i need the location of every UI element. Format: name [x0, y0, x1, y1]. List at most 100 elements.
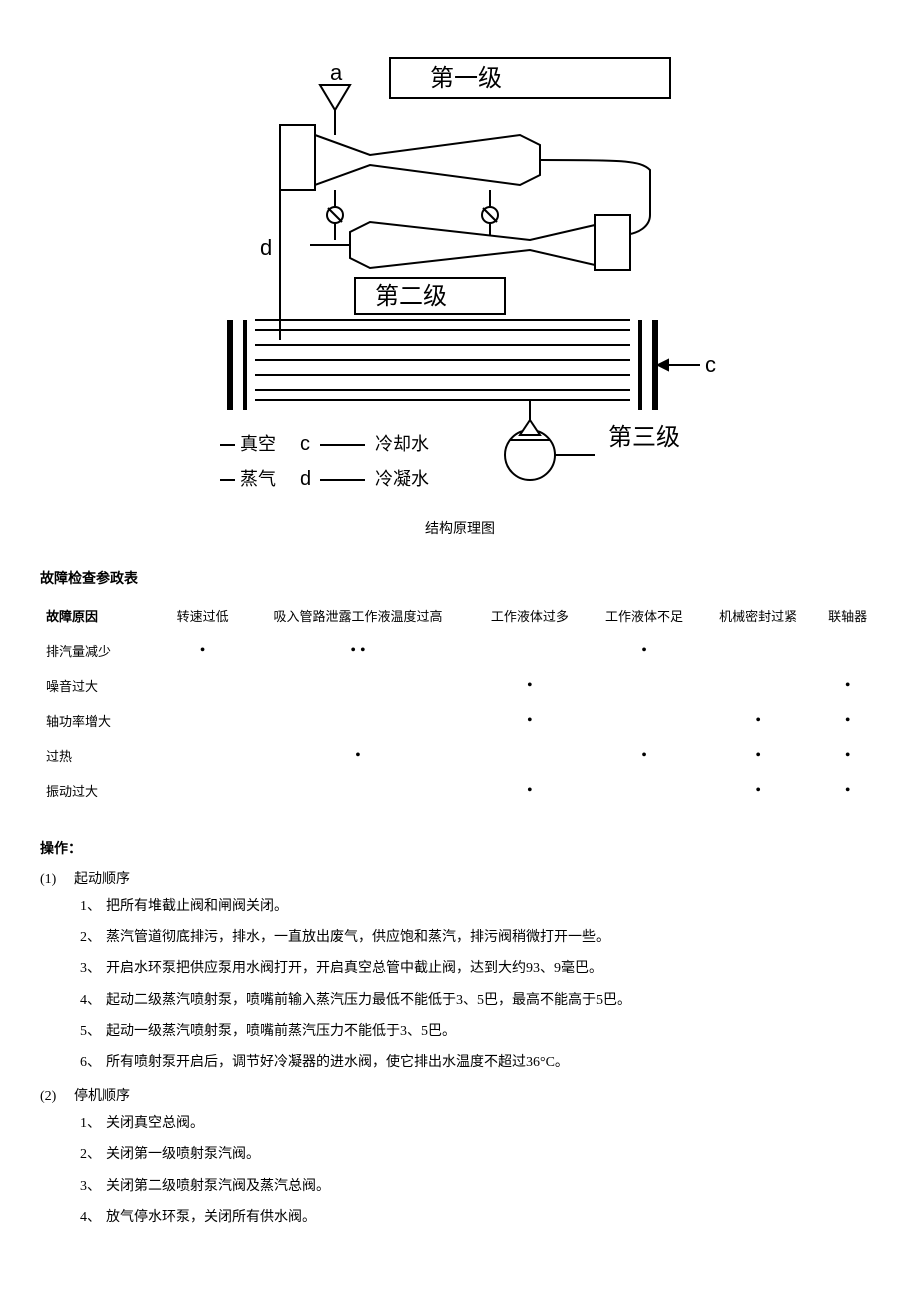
fault-cell: [701, 668, 815, 703]
ops-step: 2、关闭第一级喷射泵汽阀。: [80, 1142, 880, 1167]
ops-step-num: 2、: [80, 1142, 106, 1167]
fault-col-1: 吸入管路泄露工作液温度过高: [243, 598, 473, 633]
legend-c: c: [300, 433, 310, 455]
fault-cell: •: [815, 668, 880, 703]
fault-table-title: 故障检查参政表: [40, 568, 880, 588]
ops-step-num: 5、: [80, 1019, 106, 1044]
fault-col-5: 联轴器: [815, 598, 880, 633]
fault-cell: [815, 633, 880, 668]
fault-cell: •: [162, 633, 243, 668]
fault-cell: •: [587, 633, 701, 668]
label-stage2: 第二级: [375, 283, 447, 310]
legend-d: d: [300, 468, 311, 490]
fault-col-3: 工作液体不足: [587, 598, 701, 633]
ops-step-num: 4、: [80, 988, 106, 1013]
table-row: 过热••••: [40, 738, 880, 773]
fault-cell: [587, 773, 701, 808]
fault-row-label-cell: 排汽量减少: [40, 633, 162, 668]
fault-cell: •: [815, 738, 880, 773]
fault-table-header-row: 故障原因 转速过低 吸入管路泄露工作液温度过高 工作液体过多 工作液体不足 机械…: [40, 598, 880, 633]
fault-cell: [473, 738, 587, 773]
ops-step-num: 1、: [80, 894, 106, 919]
ops-block: (1)起动顺序1、把所有堆截止阀和闸阀关闭。2、蒸汽管道彻底排污，排水，一直放出…: [40, 868, 880, 1230]
fault-cell: •: [243, 738, 473, 773]
ops-step-num: 3、: [80, 1174, 106, 1199]
fault-row-label: 故障原因: [40, 598, 162, 633]
fault-cell: •: [701, 738, 815, 773]
ops-section: (2)停机顺序1、关闭真空总阀。2、关闭第一级喷射泵汽阀。3、关闭第二级喷射泵汽…: [40, 1085, 880, 1230]
legend-vacuum: 真空: [240, 434, 276, 454]
ops-step-num: 2、: [80, 925, 106, 950]
fault-cell: •: [473, 703, 587, 738]
ops-step-num: 6、: [80, 1050, 106, 1075]
fault-cell: [243, 668, 473, 703]
label-c-right: c: [705, 352, 716, 377]
ops-title: 操作：: [40, 838, 880, 858]
ops-section-num: (2): [40, 1089, 74, 1105]
fault-col-0: 转速过低: [162, 598, 243, 633]
ops-step: 1、把所有堆截止阀和闸阀关闭。: [80, 894, 880, 919]
fault-cell: [473, 633, 587, 668]
label-stage1: 第一级: [430, 65, 502, 92]
ops-step: 3、开启水环泵把供应泵用水阀打开，开启真空总管中截止阀，达到大约93、9毫巴。: [80, 956, 880, 981]
ops-section: (1)起动顺序1、把所有堆截止阀和闸阀关闭。2、蒸汽管道彻底排污，排水，一直放出…: [40, 868, 880, 1075]
table-row: 排汽量减少•• ••: [40, 633, 880, 668]
ops-step: 1、关闭真空总阀。: [80, 1111, 880, 1136]
ops-step-text: 所有喷射泵开启后，调节好冷凝器的进水阀，使它排出水温度不超过36°C。: [106, 1055, 569, 1070]
legend-cool: 冷却水: [375, 434, 429, 454]
fault-row-label-cell: 过热: [40, 738, 162, 773]
ops-section-num: (1): [40, 872, 74, 888]
label-d-pipe: d: [260, 235, 272, 260]
fault-cell: [587, 668, 701, 703]
fault-cell: [162, 703, 243, 738]
fault-cell: [162, 668, 243, 703]
label-a: a: [330, 60, 343, 85]
fault-cell: •: [701, 703, 815, 738]
legend-cond: 冷凝水: [375, 469, 429, 489]
fault-row-label-cell: 振动过大: [40, 773, 162, 808]
structure-diagram: a 第一级 d 第二: [200, 40, 720, 510]
fault-cell: •: [473, 668, 587, 703]
fault-cell: •: [815, 773, 880, 808]
fault-cell: [243, 773, 473, 808]
ops-step: 3、关闭第二级喷射泵汽阀及蒸汽总阀。: [80, 1174, 880, 1199]
fault-cell: [243, 703, 473, 738]
table-row: 振动过大•••: [40, 773, 880, 808]
fault-col-4: 机械密封过紧: [701, 598, 815, 633]
fault-cell: •: [587, 738, 701, 773]
fault-row-label-cell: 噪音过大: [40, 668, 162, 703]
fault-cell: •: [815, 703, 880, 738]
ops-step-text: 起动一级蒸汽喷射泵，喷嘴前蒸汽压力不能低于3、5巴。: [106, 1024, 456, 1039]
diagram-figure: a 第一级 d 第二: [40, 40, 880, 538]
legend-steam: 蒸气: [240, 469, 276, 489]
fault-cell: • •: [243, 633, 473, 668]
diagram-caption: 结构原理图: [40, 518, 880, 538]
ops-step-num: 4、: [80, 1205, 106, 1230]
ops-step: 5、起动一级蒸汽喷射泵，喷嘴前蒸汽压力不能低于3、5巴。: [80, 1019, 880, 1044]
fault-cell: [162, 738, 243, 773]
fault-cell: •: [473, 773, 587, 808]
ops-step-num: 3、: [80, 956, 106, 981]
ops-step-text: 开启水环泵把供应泵用水阀打开，开启真空总管中截止阀，达到大约93、9毫巴。: [106, 961, 603, 976]
fault-cell: •: [701, 773, 815, 808]
ops-step-text: 关闭第一级喷射泵汽阀。: [106, 1147, 260, 1162]
ops-step: 4、放气停水环泵，关闭所有供水阀。: [80, 1205, 880, 1230]
ops-step-text: 关闭真空总阀。: [106, 1116, 204, 1131]
ops-step: 2、蒸汽管道彻底排污，排水，一直放出废气，供应饱和蒸汽，排污阀稍微打开一些。: [80, 925, 880, 950]
ops-step-text: 关闭第二级喷射泵汽阀及蒸汽总阀。: [106, 1179, 330, 1194]
ops-step-text: 起动二级蒸汽喷射泵，喷嘴前输入蒸汽压力最低不能低于3、5巴，最高不能高于5巴。: [106, 993, 631, 1008]
ops-step: 6、所有喷射泵开启后，调节好冷凝器的进水阀，使它排出水温度不超过36°C。: [80, 1050, 880, 1075]
ops-step-text: 蒸汽管道彻底排污，排水，一直放出废气，供应饱和蒸汽，排污阀稍微打开一些。: [106, 930, 610, 945]
fault-table: 故障原因 转速过低 吸入管路泄露工作液温度过高 工作液体过多 工作液体不足 机械…: [40, 598, 880, 808]
ops-section-label: 停机顺序: [74, 1089, 130, 1104]
fault-col-2: 工作液体过多: [473, 598, 587, 633]
fault-cell: [162, 773, 243, 808]
ops-step: 4、起动二级蒸汽喷射泵，喷嘴前输入蒸汽压力最低不能低于3、5巴，最高不能高于5巴…: [80, 988, 880, 1013]
ops-step-num: 1、: [80, 1111, 106, 1136]
ops-step-text: 把所有堆截止阀和闸阀关闭。: [106, 899, 288, 914]
table-row: 噪音过大 • •: [40, 668, 880, 703]
table-row: 轴功率增大•••: [40, 703, 880, 738]
fault-cell: [701, 633, 815, 668]
ops-step-text: 放气停水环泵，关闭所有供水阀。: [106, 1210, 316, 1225]
label-stage3: 第三级: [608, 424, 680, 451]
